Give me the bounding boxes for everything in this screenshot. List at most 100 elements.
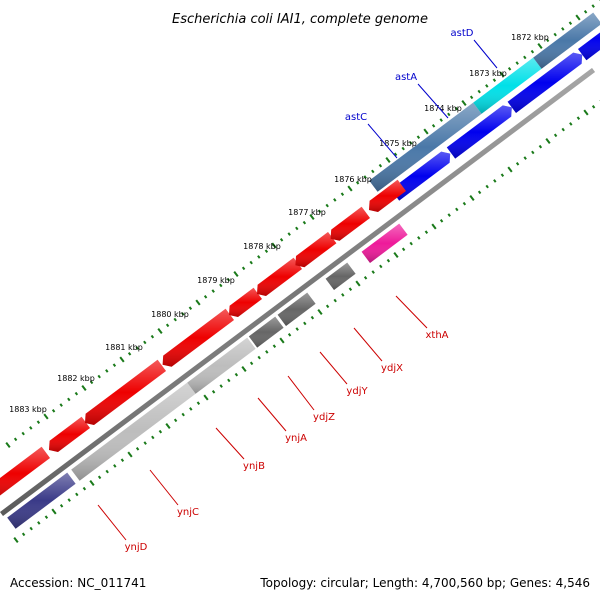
- cds-reverse-1-shade: [49, 416, 90, 452]
- tick-mark: [477, 89, 481, 94]
- leader-ydjY: [319, 351, 348, 385]
- tick-mark: [340, 192, 345, 196]
- tick-mark: [97, 475, 102, 480]
- tick-mark: [173, 418, 178, 423]
- cds-extra-shade: [578, 32, 600, 61]
- cog-track-lightgray-a-shade: [71, 382, 196, 481]
- tick-mark: [379, 264, 383, 269]
- tick-mark: [409, 241, 413, 246]
- gene-label-ydjY: ydjY: [346, 386, 368, 397]
- tick-mark: [119, 356, 125, 363]
- tick-label-1883-kbp: 1883 kbp: [9, 405, 47, 414]
- tick-mark: [591, 4, 595, 8]
- tick-mark: [417, 236, 421, 240]
- cog-track-gray-a-shade: [248, 316, 284, 348]
- tick-mark: [113, 464, 117, 468]
- tick-mark: [135, 447, 140, 451]
- tick-mark: [120, 458, 125, 462]
- tick-mark: [515, 162, 520, 166]
- tick-mark: [249, 260, 253, 265]
- tick-mark: [469, 95, 474, 100]
- tick-mark: [355, 280, 361, 287]
- tick-mark: [309, 214, 315, 220]
- tick-mark: [36, 420, 41, 424]
- tick-mark: [431, 124, 436, 128]
- tick-mark: [241, 266, 246, 271]
- tick-mark: [272, 344, 277, 348]
- tick-mark: [439, 118, 443, 122]
- tick-mark: [385, 157, 391, 163]
- gene-label-ynjA: ynjA: [285, 433, 307, 444]
- tick-mark: [355, 181, 360, 185]
- tick-mark: [29, 526, 33, 531]
- tick-mark: [181, 312, 185, 316]
- tick-mark: [537, 43, 543, 49]
- tick-mark: [469, 195, 475, 201]
- tick-mark: [29, 426, 33, 430]
- tick-mark: [386, 258, 391, 263]
- tick-label-1874-kbp: 1874 kbp: [424, 104, 462, 113]
- tick-mark: [447, 213, 451, 217]
- tick-mark: [89, 480, 95, 486]
- leader-ynjA: [257, 397, 287, 432]
- cds-reverse-3-shade: [162, 308, 234, 367]
- gene-label-astA: astA: [395, 72, 417, 83]
- genome-summary: Topology: circular; Length: 4,700,560 bp…: [260, 576, 590, 590]
- tick-mark: [515, 61, 519, 65]
- tick-mark: [523, 55, 527, 60]
- leader-astA: [417, 83, 449, 119]
- tick-mark: [530, 49, 535, 54]
- tick-mark: [531, 150, 535, 155]
- map-title: Escherichia coli IAI1, complete genome: [172, 12, 428, 27]
- leader-ydjX: [353, 327, 383, 362]
- tick-mark: [393, 252, 399, 258]
- tick-mark: [67, 397, 71, 402]
- tick-label-1877-kbp: 1877 kbp: [288, 208, 326, 217]
- tick-mark: [112, 363, 117, 367]
- tick-mark: [371, 270, 375, 274]
- tick-mark: [401, 247, 406, 252]
- cds-astC-shade: [390, 151, 451, 201]
- tick-mark: [21, 431, 25, 436]
- backbone-track-shade: [0, 68, 595, 516]
- tick-mark: [181, 412, 185, 417]
- gene-label-astC: astC: [345, 112, 367, 123]
- tick-mark: [493, 179, 497, 183]
- cds-reverse-5-shade: [257, 257, 302, 296]
- cog-track-steel-a-shade: [369, 102, 482, 192]
- tick-mark: [295, 226, 299, 231]
- tick-mark: [317, 209, 322, 214]
- tick-mark: [507, 166, 513, 173]
- tick-mark: [51, 508, 57, 515]
- leader-ynjC: [149, 469, 179, 506]
- tick-mark: [545, 38, 550, 43]
- tick-mark: [317, 309, 323, 315]
- cds-reverse-6-shade: [295, 232, 337, 268]
- tick-mark: [492, 78, 497, 82]
- tick-mark: [295, 327, 299, 331]
- accession-label: Accession: NC_011741: [10, 576, 147, 590]
- tick-mark: [82, 486, 87, 491]
- tick-mark: [310, 315, 315, 320]
- tick-mark: [431, 223, 437, 230]
- tick-mark: [233, 271, 239, 277]
- tick-label-1881-kbp: 1881 kbp: [105, 343, 143, 352]
- tick-mark: [264, 249, 269, 253]
- leader-ynjB: [215, 427, 245, 460]
- cds-reverse-8-shade: [369, 179, 406, 212]
- tick-mark: [568, 21, 573, 25]
- cds-reverse-7-shade: [330, 206, 370, 241]
- tick-mark: [43, 413, 49, 420]
- tick-mark: [188, 306, 193, 310]
- gene-label-astD: astD: [451, 28, 474, 39]
- tick-mark: [455, 207, 459, 212]
- tick-mark: [257, 255, 261, 259]
- tick-mark: [325, 203, 329, 208]
- tick-mark: [51, 409, 56, 413]
- tick-mark: [569, 122, 573, 126]
- tick-mark: [173, 317, 177, 322]
- tick-mark: [409, 141, 413, 145]
- tick-mark: [439, 219, 444, 223]
- tick-mark: [165, 423, 171, 429]
- tick-mark: [485, 184, 489, 189]
